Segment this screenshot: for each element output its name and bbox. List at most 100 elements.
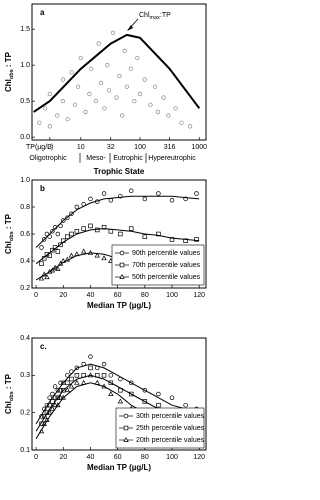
data-point [49, 405, 56, 411]
data-point [94, 252, 100, 258]
data-point [55, 231, 61, 237]
y-tick-label: 0.1 [20, 447, 30, 454]
data-point [105, 63, 110, 68]
x-tick-label: 40 [87, 454, 95, 461]
y-tick-label: 0.2 [20, 410, 30, 417]
data-point [47, 234, 52, 239]
data-point [183, 402, 188, 408]
data-point [74, 229, 80, 234]
data-point [65, 373, 70, 378]
data-point [194, 237, 199, 242]
data-point [50, 247, 55, 253]
data-point [128, 380, 134, 386]
y-tick-label: 0.8 [20, 204, 30, 211]
data-point [47, 124, 52, 129]
data-point [44, 410, 50, 415]
data-point [88, 365, 93, 371]
data-point [47, 395, 52, 400]
data-point [128, 66, 134, 71]
x-axis-label: Median TP (µg/L) [87, 301, 151, 310]
y-tick-label: 1.0 [20, 62, 30, 69]
data-point [55, 388, 61, 393]
y-tick-label: 0.0 [20, 134, 30, 141]
data-point [169, 237, 175, 242]
legend-marker [119, 273, 125, 279]
data-point [69, 211, 74, 217]
data-point [106, 88, 112, 93]
data-point [122, 48, 127, 53]
panel-label: c. [40, 342, 47, 351]
data-point [39, 261, 44, 266]
data-point [44, 231, 50, 237]
data-point [55, 402, 61, 408]
data-point [58, 388, 63, 393]
legend-label: 70th percentile values [132, 262, 201, 269]
label-sub: obs [9, 231, 15, 241]
data-point [61, 218, 66, 223]
label-main: Chl [139, 12, 150, 19]
plot-frame [31, 3, 207, 141]
y-tick-label: 1.5 [20, 26, 30, 33]
y-tick-label: 0.3 [20, 372, 30, 379]
data-point [72, 102, 78, 107]
trophic-state: Oligotrophic [29, 155, 67, 162]
data-point [117, 73, 122, 79]
data-point [93, 98, 99, 104]
data-point [44, 252, 50, 257]
x-tick-label: 3 [48, 144, 52, 151]
data-point [128, 226, 134, 231]
x-tick-label: 0 [34, 454, 38, 461]
data-point [78, 55, 83, 61]
data-point [114, 95, 119, 100]
data-point [155, 109, 161, 115]
data-point [58, 242, 63, 248]
trophic-state: Hypereutrophic [148, 155, 196, 162]
data-point [47, 253, 52, 258]
data-point [57, 394, 64, 400]
label-rest: : TP [4, 213, 13, 231]
data-point [38, 275, 45, 281]
panel-label: b [40, 184, 45, 193]
x-tick-label: 32 [107, 144, 115, 151]
data-point [65, 116, 70, 122]
data-point [101, 255, 107, 261]
label-main: Chl [4, 241, 13, 254]
data-point [65, 380, 70, 386]
data-point [166, 113, 171, 118]
data-point [142, 234, 148, 239]
data-point [60, 98, 66, 104]
data-point [124, 84, 130, 89]
legend-marker [123, 413, 129, 419]
fit-curve [33, 33, 201, 113]
fit-curve [35, 195, 200, 248]
data-point [98, 81, 104, 86]
label: Chlmax:TP [139, 12, 171, 22]
data-point [135, 55, 140, 61]
x-tick-label: 20 [59, 292, 67, 299]
data-point [128, 188, 134, 194]
x-tick-label: 40 [87, 292, 95, 299]
data-point [61, 388, 66, 393]
data-point [55, 395, 61, 400]
x-tick-label: 60 [114, 454, 122, 461]
data-point [64, 387, 71, 393]
data-point [55, 249, 61, 254]
data-point [156, 402, 161, 408]
data-point [39, 245, 44, 250]
data-point [83, 109, 88, 115]
data-point [42, 106, 48, 111]
y-tick-label: 0.2 [20, 285, 30, 292]
data-point [87, 372, 94, 378]
data-point [169, 198, 175, 203]
data-point [52, 395, 58, 400]
y-tick-label: 1.0 [20, 177, 30, 184]
data-point [41, 237, 47, 242]
x-tick-label: 316 [164, 144, 176, 151]
data-point [88, 196, 93, 202]
legend-label: 30th percentile values [136, 413, 205, 420]
data-point [101, 225, 107, 230]
data-point [118, 193, 123, 199]
data-point [58, 380, 63, 386]
data-point [142, 77, 147, 82]
